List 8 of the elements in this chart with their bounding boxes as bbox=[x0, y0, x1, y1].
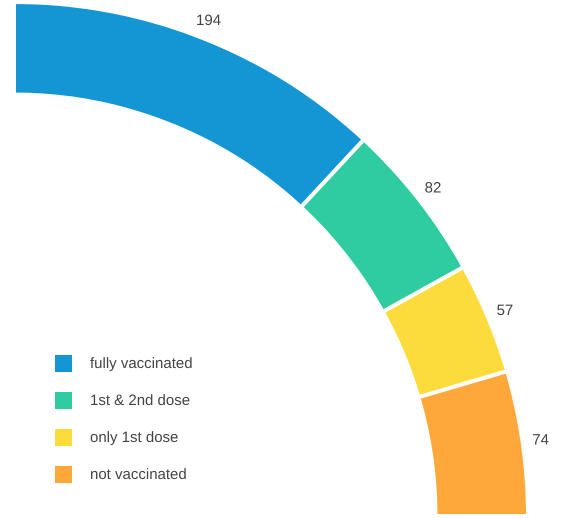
legend-label: fully vaccinated bbox=[90, 355, 193, 372]
legend-label: only 1st dose bbox=[90, 429, 178, 446]
data-label: 194 bbox=[196, 12, 222, 29]
legend-label: 1st & 2nd dose bbox=[90, 392, 190, 409]
data-label: 57 bbox=[496, 302, 514, 320]
legend-label: not vaccinated bbox=[90, 466, 187, 483]
data-label: 74 bbox=[532, 431, 549, 448]
data-label: 82 bbox=[424, 179, 442, 196]
